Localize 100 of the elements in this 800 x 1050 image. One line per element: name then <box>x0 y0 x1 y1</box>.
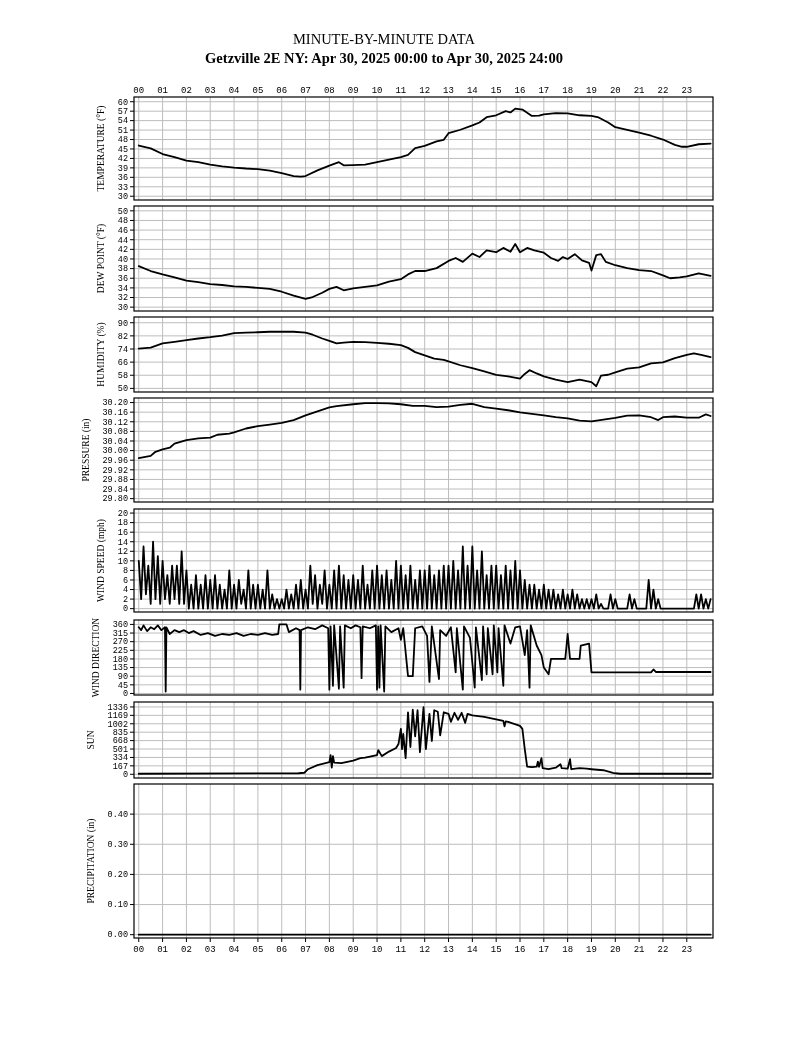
y-tick-label: 30.12 <box>102 417 128 428</box>
chart-subtitle: Getzville 2E NY: Apr 30, 2025 00:00 to Apr 30, 2025 24:00 <box>205 50 563 66</box>
x-tick-label: 03 <box>204 945 216 955</box>
x2-tick-label: 23 <box>681 86 693 96</box>
y-tick-label: 10 <box>117 556 128 567</box>
y-tick-label: 30.00 <box>102 446 128 457</box>
y-axis-title: TEMPERATURE (°F) <box>95 105 107 192</box>
y-tick-label: 0.40 <box>107 809 128 820</box>
y-tick-label: 45 <box>117 680 128 691</box>
y-axis-title: PRECIPITATION (in) <box>85 818 97 904</box>
y-tick-label: 30.04 <box>102 436 128 447</box>
y-tick-label: 42 <box>117 245 128 256</box>
x2-tick-label: 08 <box>323 86 335 96</box>
y-tick-label: 30.20 <box>102 398 128 409</box>
x-tick-label: 14 <box>466 945 478 955</box>
y-tick-label: 38 <box>117 264 128 275</box>
y-tick-label: 57 <box>117 106 128 117</box>
y-tick-label: 0.30 <box>107 840 128 851</box>
y-tick-label: 270 <box>112 637 128 648</box>
y-tick-label: 82 <box>117 331 128 342</box>
y-tick-label: 1336 <box>107 702 128 713</box>
x-tick-label: 01 <box>157 945 168 955</box>
y-tick-label: 90 <box>117 318 128 329</box>
x2-tick-label: 02 <box>181 86 192 96</box>
y-tick-label: 36 <box>117 274 128 285</box>
x-tick-label: 19 <box>586 945 597 955</box>
y-tick-label: 1169 <box>107 711 128 722</box>
x-tick-label: 00 <box>133 945 145 955</box>
y-tick-label: 50 <box>117 384 128 395</box>
x-tick-label: 13 <box>443 945 454 955</box>
y-tick-label: 44 <box>117 235 128 246</box>
x-tick-label: 15 <box>490 945 502 955</box>
y-axis-title: SUN <box>85 730 96 750</box>
y-tick-label: 29.96 <box>102 456 128 467</box>
x-tick-label: 17 <box>538 945 550 955</box>
x2-tick-label: 01 <box>157 86 168 96</box>
y-tick-label: 18 <box>117 518 128 529</box>
y-axis-title: PRESSURE (in) <box>80 418 92 482</box>
y-tick-label: 501 <box>112 744 128 755</box>
chart-title: MINUTE-BY-MINUTE DATA <box>292 31 476 47</box>
y-tick-label: 360 <box>112 620 128 631</box>
y-tick-label: 66 <box>117 357 128 368</box>
y-tick-label: 2 <box>122 594 128 605</box>
y-tick-label: 6 <box>122 575 128 586</box>
y-tick-label: 135 <box>112 663 128 674</box>
x-tick-label: 06 <box>276 945 288 955</box>
y-tick-label: 180 <box>112 654 128 665</box>
y-tick-label: 30 <box>117 192 128 203</box>
y-tick-label: 315 <box>112 628 128 639</box>
x-tick-label: 07 <box>300 945 311 955</box>
y-tick-label: 225 <box>112 646 128 657</box>
line-series <box>137 623 712 693</box>
y-tick-label: 4 <box>122 585 128 596</box>
y-tick-label: 48 <box>117 216 128 227</box>
x2-tick-label: 07 <box>300 86 311 96</box>
y-tick-label: 36 <box>117 173 128 184</box>
y-tick-label: 29.88 <box>102 475 128 486</box>
x-tick-label: 11 <box>395 945 407 955</box>
x-tick-label: 08 <box>323 945 335 955</box>
x2-tick-label: 16 <box>514 86 526 96</box>
y-tick-label: 835 <box>112 727 128 738</box>
y-tick-label: 167 <box>112 761 128 772</box>
y-tick-label: 16 <box>117 527 128 538</box>
x2-tick-label: 20 <box>609 86 621 96</box>
x2-tick-label: 13 <box>443 86 454 96</box>
y-tick-label: 54 <box>117 116 128 127</box>
y-axis-title: HUMIDITY (%) <box>95 322 107 387</box>
x2-tick-label: 04 <box>228 86 240 96</box>
y-tick-label: 74 <box>117 344 128 355</box>
x-tick-label: 04 <box>228 945 240 955</box>
y-tick-label: 0 <box>122 770 128 781</box>
x-tick-label: 23 <box>681 945 693 955</box>
x2-tick-label: 18 <box>562 86 574 96</box>
y-tick-label: 30 <box>117 302 128 313</box>
y-tick-label: 30.08 <box>102 427 128 438</box>
x-tick-label: 12 <box>419 945 431 955</box>
x-tick-label: 22 <box>657 945 669 955</box>
y-tick-label: 0.20 <box>107 870 128 881</box>
x-tick-label: 10 <box>371 945 383 955</box>
y-tick-label: 334 <box>112 753 128 764</box>
y-tick-label: 29.84 <box>102 484 128 495</box>
y-tick-label: 14 <box>117 537 128 548</box>
y-tick-label: 33 <box>117 182 128 193</box>
y-tick-label: 90 <box>117 672 128 683</box>
y-tick-label: 58 <box>117 371 128 382</box>
y-tick-label: 0.10 <box>107 900 128 911</box>
y-tick-label: 0 <box>122 689 128 700</box>
y-tick-label: 34 <box>117 283 128 294</box>
x-tick-label: 18 <box>562 945 574 955</box>
x2-tick-label: 11 <box>395 86 407 96</box>
x2-tick-label: 14 <box>466 86 478 96</box>
x2-tick-label: 00 <box>133 86 145 96</box>
y-tick-label: 29.80 <box>102 494 128 505</box>
y-axis-title: DEW POINT (°F) <box>95 223 107 294</box>
x2-tick-label: 12 <box>419 86 431 96</box>
x-tick-label: 05 <box>252 945 264 955</box>
x-tick-label: 09 <box>347 945 359 955</box>
x2-tick-label: 09 <box>347 86 359 96</box>
y-tick-label: 42 <box>117 154 128 165</box>
y-tick-label: 29.92 <box>102 465 128 476</box>
